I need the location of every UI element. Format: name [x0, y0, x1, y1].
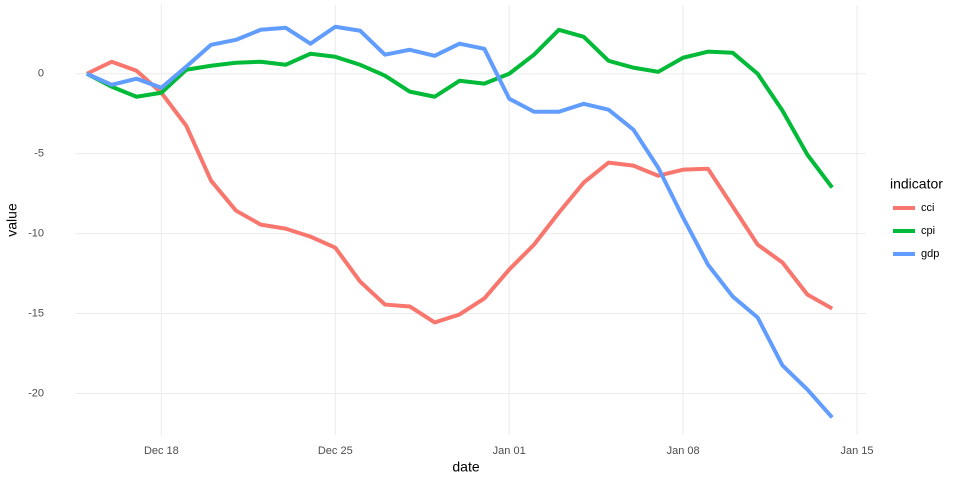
x-tick-label: Dec 25	[318, 445, 353, 457]
x-tick-label: Dec 18	[144, 445, 179, 457]
legend-label: cci	[921, 202, 934, 214]
line	[85, 27, 834, 189]
y-tick-label: -20	[28, 387, 44, 399]
legend-title: indicator	[890, 176, 943, 192]
x-tick-label: Jan 01	[493, 445, 526, 457]
line	[86, 24, 834, 419]
y-tick-label: -10	[28, 227, 44, 239]
y-tick-label: 0	[38, 68, 44, 80]
y-axis-label: value	[4, 203, 20, 237]
x-tick-label: Jan 15	[840, 445, 873, 457]
legend: indicator cci cpi gdp	[890, 176, 943, 260]
x-axis-label: date	[452, 459, 479, 475]
y-tick-label: -15	[28, 307, 44, 319]
line	[85, 59, 834, 325]
x-tick-label: Jan 08	[667, 445, 700, 457]
legend-label: gdp	[921, 248, 939, 260]
legend-label: cpi	[921, 225, 935, 237]
y-tick-label: -5	[34, 148, 44, 160]
